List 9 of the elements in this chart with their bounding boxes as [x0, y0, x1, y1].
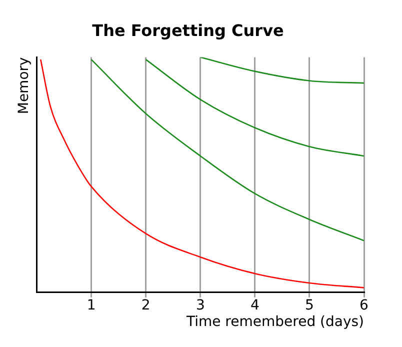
x-tick-label: 3 [196, 297, 205, 314]
x-axis-title: Time remembered (days) [185, 314, 364, 330]
chart-title: The Forgetting Curve [92, 20, 284, 40]
x-tick-label: 1 [86, 297, 96, 314]
x-tick-label: 5 [305, 297, 314, 314]
x-tick-label: 6 [360, 297, 369, 314]
x-tick-label: 4 [250, 297, 260, 314]
x-tick-label: 2 [141, 297, 150, 314]
y-axis-title: Memory [16, 57, 32, 114]
